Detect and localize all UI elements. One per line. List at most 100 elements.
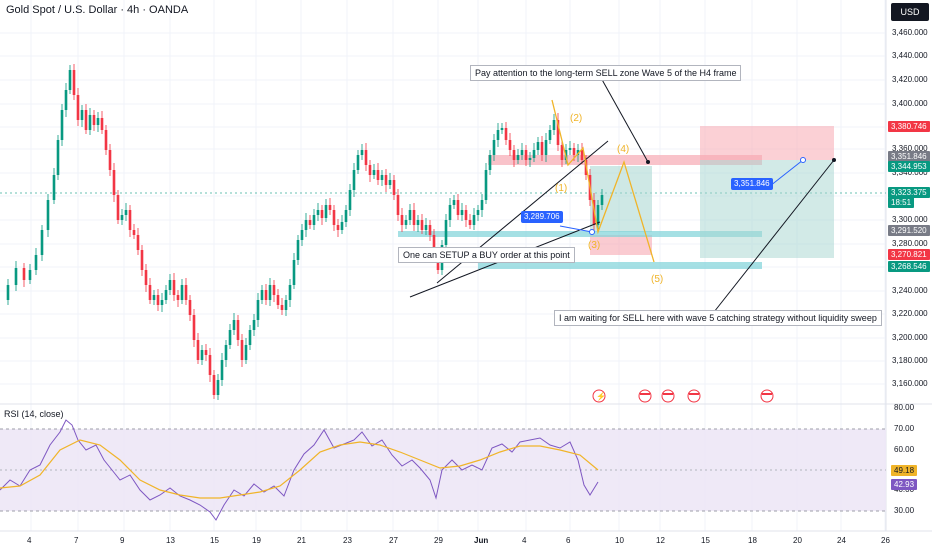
candle-body <box>14 268 18 285</box>
lightning-icon: ⚡ <box>596 391 606 401</box>
time-tick-label: 10 <box>615 536 624 545</box>
time-tick-label: 4 <box>27 536 32 545</box>
candle-body <box>400 215 404 225</box>
time-tick-label: 6 <box>566 536 571 545</box>
candle-body <box>140 250 144 270</box>
time-tick-label: 27 <box>389 536 398 545</box>
candle-body <box>96 118 100 125</box>
measure-line-right[interactable] <box>769 159 804 187</box>
candle-body <box>100 118 104 130</box>
candle-body <box>288 285 292 300</box>
time-tick-label: 9 <box>120 536 125 545</box>
candle-body <box>252 320 256 330</box>
buy-zone-band[interactable] <box>398 231 762 237</box>
candle-body <box>112 170 116 195</box>
candle-body <box>108 150 112 170</box>
wave-label-2: (2) <box>570 113 583 124</box>
flag-stripe <box>762 393 772 395</box>
candle-body <box>272 285 276 295</box>
event-icons[interactable]: ⚡ <box>592 389 774 403</box>
candle-body <box>408 210 412 220</box>
candle-body <box>208 355 212 375</box>
rsi-tick-label: 30.00 <box>894 506 915 515</box>
candle-body <box>576 150 580 155</box>
callout-waiting-sell[interactable]: I am waiting for SELL here with wave 5 c… <box>554 310 882 326</box>
candle-body <box>344 210 348 222</box>
rsi-indicator-title[interactable]: RSI (14, close) <box>4 409 64 419</box>
candle-body <box>136 235 140 250</box>
symbol-title[interactable]: Gold Spot / U.S. Dollar · 4h · OANDA <box>6 4 189 16</box>
candle-body <box>72 70 76 95</box>
time-tick-label: 20 <box>793 536 802 545</box>
anchor-point-sell <box>646 160 650 164</box>
price-tick-label: 3,420.000 <box>892 75 928 84</box>
measure-point-right[interactable] <box>800 157 806 163</box>
callout-sell-zone[interactable]: Pay attention to the long-term SELL zone… <box>470 65 742 81</box>
candle-body <box>316 210 320 215</box>
candle-body <box>384 175 388 185</box>
candle-body <box>380 175 384 180</box>
candle-body <box>368 165 372 175</box>
measure-tag-right[interactable]: 3,351.846 <box>731 178 773 190</box>
price-tick-label: 3,280.000 <box>892 239 928 248</box>
price-tag: 3,291.520 <box>888 225 930 236</box>
short-position-stop-zone[interactable] <box>590 235 652 255</box>
candle-body <box>88 115 92 130</box>
wave-label-3: (3) <box>588 240 601 251</box>
candle-body <box>528 158 532 160</box>
candle-body <box>156 295 160 305</box>
currency-button[interactable]: USD <box>891 3 929 21</box>
price-tag: 3,323.375 <box>888 187 930 198</box>
rsi-ma-line <box>0 439 599 499</box>
long-short-reward-zone[interactable] <box>700 160 834 258</box>
candle-body <box>452 200 456 205</box>
us-flag-event-icon[interactable] <box>661 389 675 403</box>
measure-point-left[interactable] <box>589 229 595 235</box>
candle-body <box>292 260 296 285</box>
earnings-event-icon[interactable] <box>592 389 606 403</box>
candle-body <box>332 210 336 225</box>
us-flag-event-icon[interactable] <box>638 389 652 403</box>
candle-body <box>268 285 272 300</box>
candle-body <box>52 175 56 200</box>
us-flag-event-icon[interactable] <box>687 389 701 403</box>
time-tick-label: 12 <box>656 536 665 545</box>
candle-body <box>388 180 392 185</box>
target-zone-band[interactable] <box>478 262 762 269</box>
candle-body <box>480 200 484 210</box>
candle-body <box>536 142 540 150</box>
long-short-risk-zone[interactable] <box>700 126 834 160</box>
candle-body <box>116 195 120 220</box>
candlestick-series[interactable] <box>6 64 604 400</box>
candle-body <box>364 150 368 165</box>
candle-body <box>464 210 468 220</box>
candle-body <box>300 230 304 240</box>
price-tick-label: 3,240.000 <box>892 286 928 295</box>
sell-zone-band[interactable] <box>488 155 762 165</box>
rsi-tick-label: 60.00 <box>894 445 915 454</box>
measure-tag-left[interactable]: 3,289.706 <box>521 211 563 223</box>
candle-body <box>376 170 380 180</box>
candle-body <box>216 380 220 395</box>
candle-body <box>164 290 168 300</box>
candle-body <box>508 140 512 150</box>
time-tick-label: Jun <box>474 536 489 545</box>
candle-body <box>172 280 176 295</box>
candle-body <box>560 145 564 160</box>
candle-body <box>60 110 64 140</box>
candle-body <box>284 300 288 310</box>
candle-body <box>472 215 476 225</box>
elliott-wave-path[interactable] <box>551 99 655 263</box>
candle-body <box>328 205 332 210</box>
measure-line-left[interactable] <box>559 225 593 233</box>
candle-body <box>120 215 124 220</box>
candle-body <box>420 220 424 230</box>
candle-body <box>124 210 128 215</box>
callout-buy-setup[interactable]: One can SETUP a BUY order at this point <box>398 247 575 263</box>
us-flag-event-icon[interactable] <box>760 389 774 403</box>
candle-body <box>488 155 492 170</box>
candle-body <box>520 150 524 155</box>
time-tick-label: 15 <box>210 536 219 545</box>
